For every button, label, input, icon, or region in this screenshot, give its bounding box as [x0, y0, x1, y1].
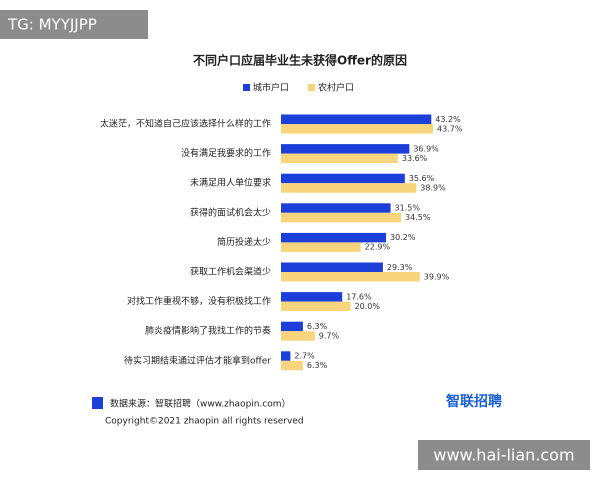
bar — [281, 124, 433, 134]
source: 数据来源：智联招聘（www.zhaopin.com） — [110, 398, 291, 410]
value-label: 35.6% — [409, 174, 435, 183]
legend-label: 城市户口 — [253, 82, 289, 94]
category-label: 未满足用人单位要求 — [190, 177, 271, 189]
value-label: 33.6% — [402, 154, 428, 163]
bar — [281, 351, 291, 361]
legend-swatch — [308, 84, 315, 91]
bar — [281, 321, 303, 332]
bar — [281, 153, 398, 164]
bar — [281, 173, 405, 184]
value-label: 20.0% — [355, 302, 381, 311]
bar — [281, 114, 432, 124]
source-icon — [92, 397, 103, 409]
value-label: 34.5% — [405, 213, 431, 222]
category-label: 获得的面试机会太少 — [190, 206, 271, 218]
value-label: 2.7% — [294, 352, 315, 361]
value-label: 30.2% — [390, 233, 416, 242]
bar — [281, 301, 351, 312]
value-label: 6.3% — [307, 361, 328, 370]
legend-label: 农村户口 — [318, 82, 354, 94]
logo: 智联招聘 — [445, 393, 502, 410]
bar — [281, 212, 401, 223]
value-label: 6.3% — [307, 322, 328, 331]
watermark-box — [0, 10, 148, 39]
category-label: 没有满足我要求的工作 — [181, 147, 271, 159]
watermark: www.hai-lian.com — [433, 446, 574, 465]
value-label: 38.9% — [420, 183, 446, 192]
chart-title: 不同户口应届毕业生未获得Offer的原因 — [193, 53, 407, 68]
watermark-box — [418, 440, 590, 470]
copyright: Copyright©2021 zhaopin all rights reserv… — [105, 417, 304, 427]
value-label: 31.5% — [395, 204, 421, 213]
category-label: 对找工作重视不够，没有积极找工作 — [127, 295, 271, 307]
bar — [281, 203, 391, 213]
category-label: 简历投递太少 — [217, 236, 271, 248]
category-label: 待实习期结束通过评估才能拿到offer — [124, 354, 271, 366]
value-label: 43.7% — [437, 124, 463, 133]
category-label: 肺炎疫情影响了我找工作的节奏 — [145, 325, 271, 337]
bar — [281, 272, 420, 282]
bar — [281, 183, 417, 193]
bar — [281, 242, 361, 252]
value-label: 36.9% — [413, 144, 439, 153]
bar — [281, 360, 303, 371]
value-label: 39.9% — [424, 272, 450, 281]
value-label: 29.3% — [387, 263, 413, 272]
watermark: TG: MYYJJPP — [7, 16, 97, 34]
legend-swatch — [243, 84, 250, 91]
value-label: 17.6% — [346, 292, 372, 301]
value-label: 43.2% — [435, 115, 461, 124]
bar — [281, 144, 410, 154]
value-label: 9.7% — [319, 331, 340, 340]
category-label: 太迷茫，不知道自己应该选择什么样的工作 — [100, 118, 271, 130]
category-label: 获取工作机会渠道少 — [190, 266, 271, 278]
bar — [281, 232, 387, 243]
bar — [281, 292, 343, 302]
bar — [281, 262, 383, 272]
bar — [281, 331, 315, 341]
value-label: 22.9% — [365, 243, 391, 252]
